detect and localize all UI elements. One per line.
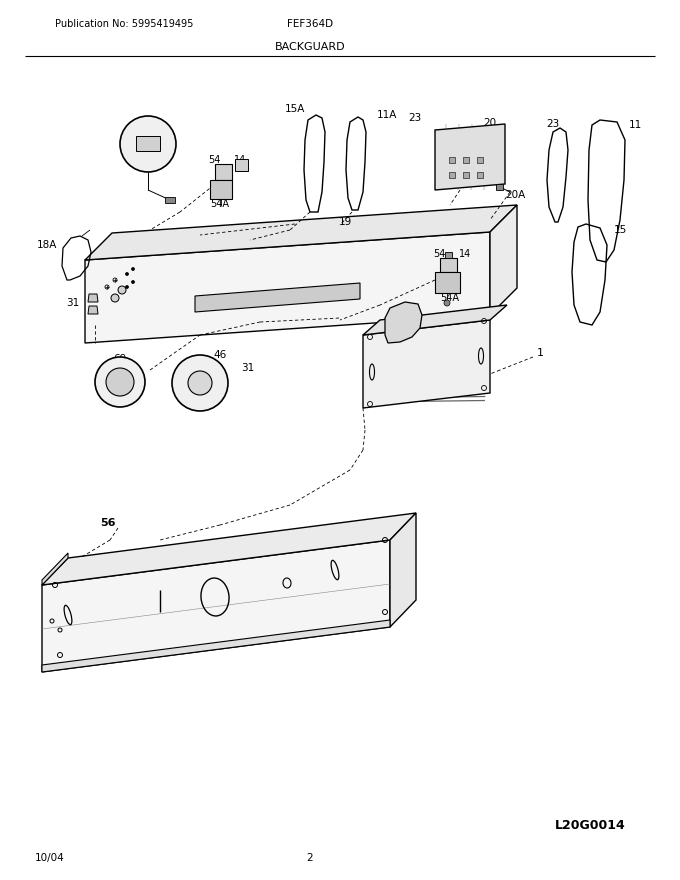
Polygon shape bbox=[445, 252, 452, 258]
Circle shape bbox=[444, 300, 450, 306]
Text: 46: 46 bbox=[214, 350, 226, 360]
Polygon shape bbox=[235, 159, 248, 171]
Polygon shape bbox=[42, 553, 68, 585]
Polygon shape bbox=[215, 164, 232, 180]
Polygon shape bbox=[195, 283, 360, 312]
Text: 18A: 18A bbox=[37, 240, 57, 250]
Circle shape bbox=[126, 273, 129, 275]
Text: 54: 54 bbox=[208, 155, 220, 165]
Polygon shape bbox=[449, 157, 455, 163]
Polygon shape bbox=[496, 184, 503, 190]
Polygon shape bbox=[363, 320, 490, 408]
Polygon shape bbox=[363, 305, 507, 335]
Text: 54A: 54A bbox=[211, 199, 230, 209]
Polygon shape bbox=[42, 620, 390, 672]
Polygon shape bbox=[463, 172, 469, 178]
Polygon shape bbox=[136, 136, 160, 151]
Polygon shape bbox=[210, 180, 232, 199]
Polygon shape bbox=[42, 540, 390, 672]
Text: 20A: 20A bbox=[505, 190, 525, 200]
Text: L20G0014: L20G0014 bbox=[555, 818, 626, 832]
Circle shape bbox=[118, 286, 126, 294]
Text: 54: 54 bbox=[432, 249, 445, 259]
Polygon shape bbox=[449, 172, 455, 178]
Polygon shape bbox=[477, 172, 483, 178]
Text: Publication No: 5995419495: Publication No: 5995419495 bbox=[55, 19, 193, 29]
Text: 23: 23 bbox=[546, 119, 560, 129]
Circle shape bbox=[111, 294, 119, 302]
Text: 24: 24 bbox=[163, 133, 177, 143]
Text: 18: 18 bbox=[428, 323, 441, 333]
Polygon shape bbox=[85, 205, 517, 260]
Polygon shape bbox=[385, 302, 422, 343]
Polygon shape bbox=[463, 157, 469, 163]
Circle shape bbox=[131, 281, 135, 283]
Circle shape bbox=[188, 371, 212, 395]
Polygon shape bbox=[165, 197, 175, 203]
Text: 19: 19 bbox=[339, 217, 352, 227]
Text: 31: 31 bbox=[241, 363, 254, 373]
Text: 54A: 54A bbox=[441, 293, 460, 303]
Circle shape bbox=[172, 355, 228, 411]
Text: 10/04: 10/04 bbox=[35, 853, 65, 863]
Text: 31: 31 bbox=[67, 298, 80, 308]
Text: 14: 14 bbox=[234, 155, 246, 165]
Polygon shape bbox=[42, 513, 416, 585]
Text: 1: 1 bbox=[537, 348, 543, 358]
Text: 15: 15 bbox=[613, 225, 627, 235]
Circle shape bbox=[106, 368, 134, 396]
Text: 69: 69 bbox=[114, 354, 126, 364]
Polygon shape bbox=[85, 232, 490, 343]
Circle shape bbox=[120, 116, 176, 172]
Polygon shape bbox=[88, 306, 98, 314]
Circle shape bbox=[131, 268, 135, 270]
Text: 11A: 11A bbox=[377, 110, 397, 120]
Text: FEF364D: FEF364D bbox=[287, 19, 333, 29]
Circle shape bbox=[126, 285, 129, 289]
Circle shape bbox=[95, 357, 145, 407]
Text: 2: 2 bbox=[307, 853, 313, 863]
Polygon shape bbox=[435, 124, 505, 190]
Text: BACKGUARD: BACKGUARD bbox=[275, 42, 345, 52]
Text: 23: 23 bbox=[409, 113, 422, 123]
Polygon shape bbox=[490, 205, 517, 315]
Text: 11: 11 bbox=[628, 120, 642, 130]
Text: 15A: 15A bbox=[285, 104, 305, 114]
Text: 20: 20 bbox=[483, 118, 496, 128]
Text: 56: 56 bbox=[100, 518, 116, 528]
Polygon shape bbox=[88, 294, 98, 302]
Polygon shape bbox=[440, 258, 457, 272]
Polygon shape bbox=[390, 513, 416, 627]
Text: 14: 14 bbox=[459, 249, 471, 259]
Polygon shape bbox=[435, 272, 460, 293]
Polygon shape bbox=[477, 157, 483, 163]
